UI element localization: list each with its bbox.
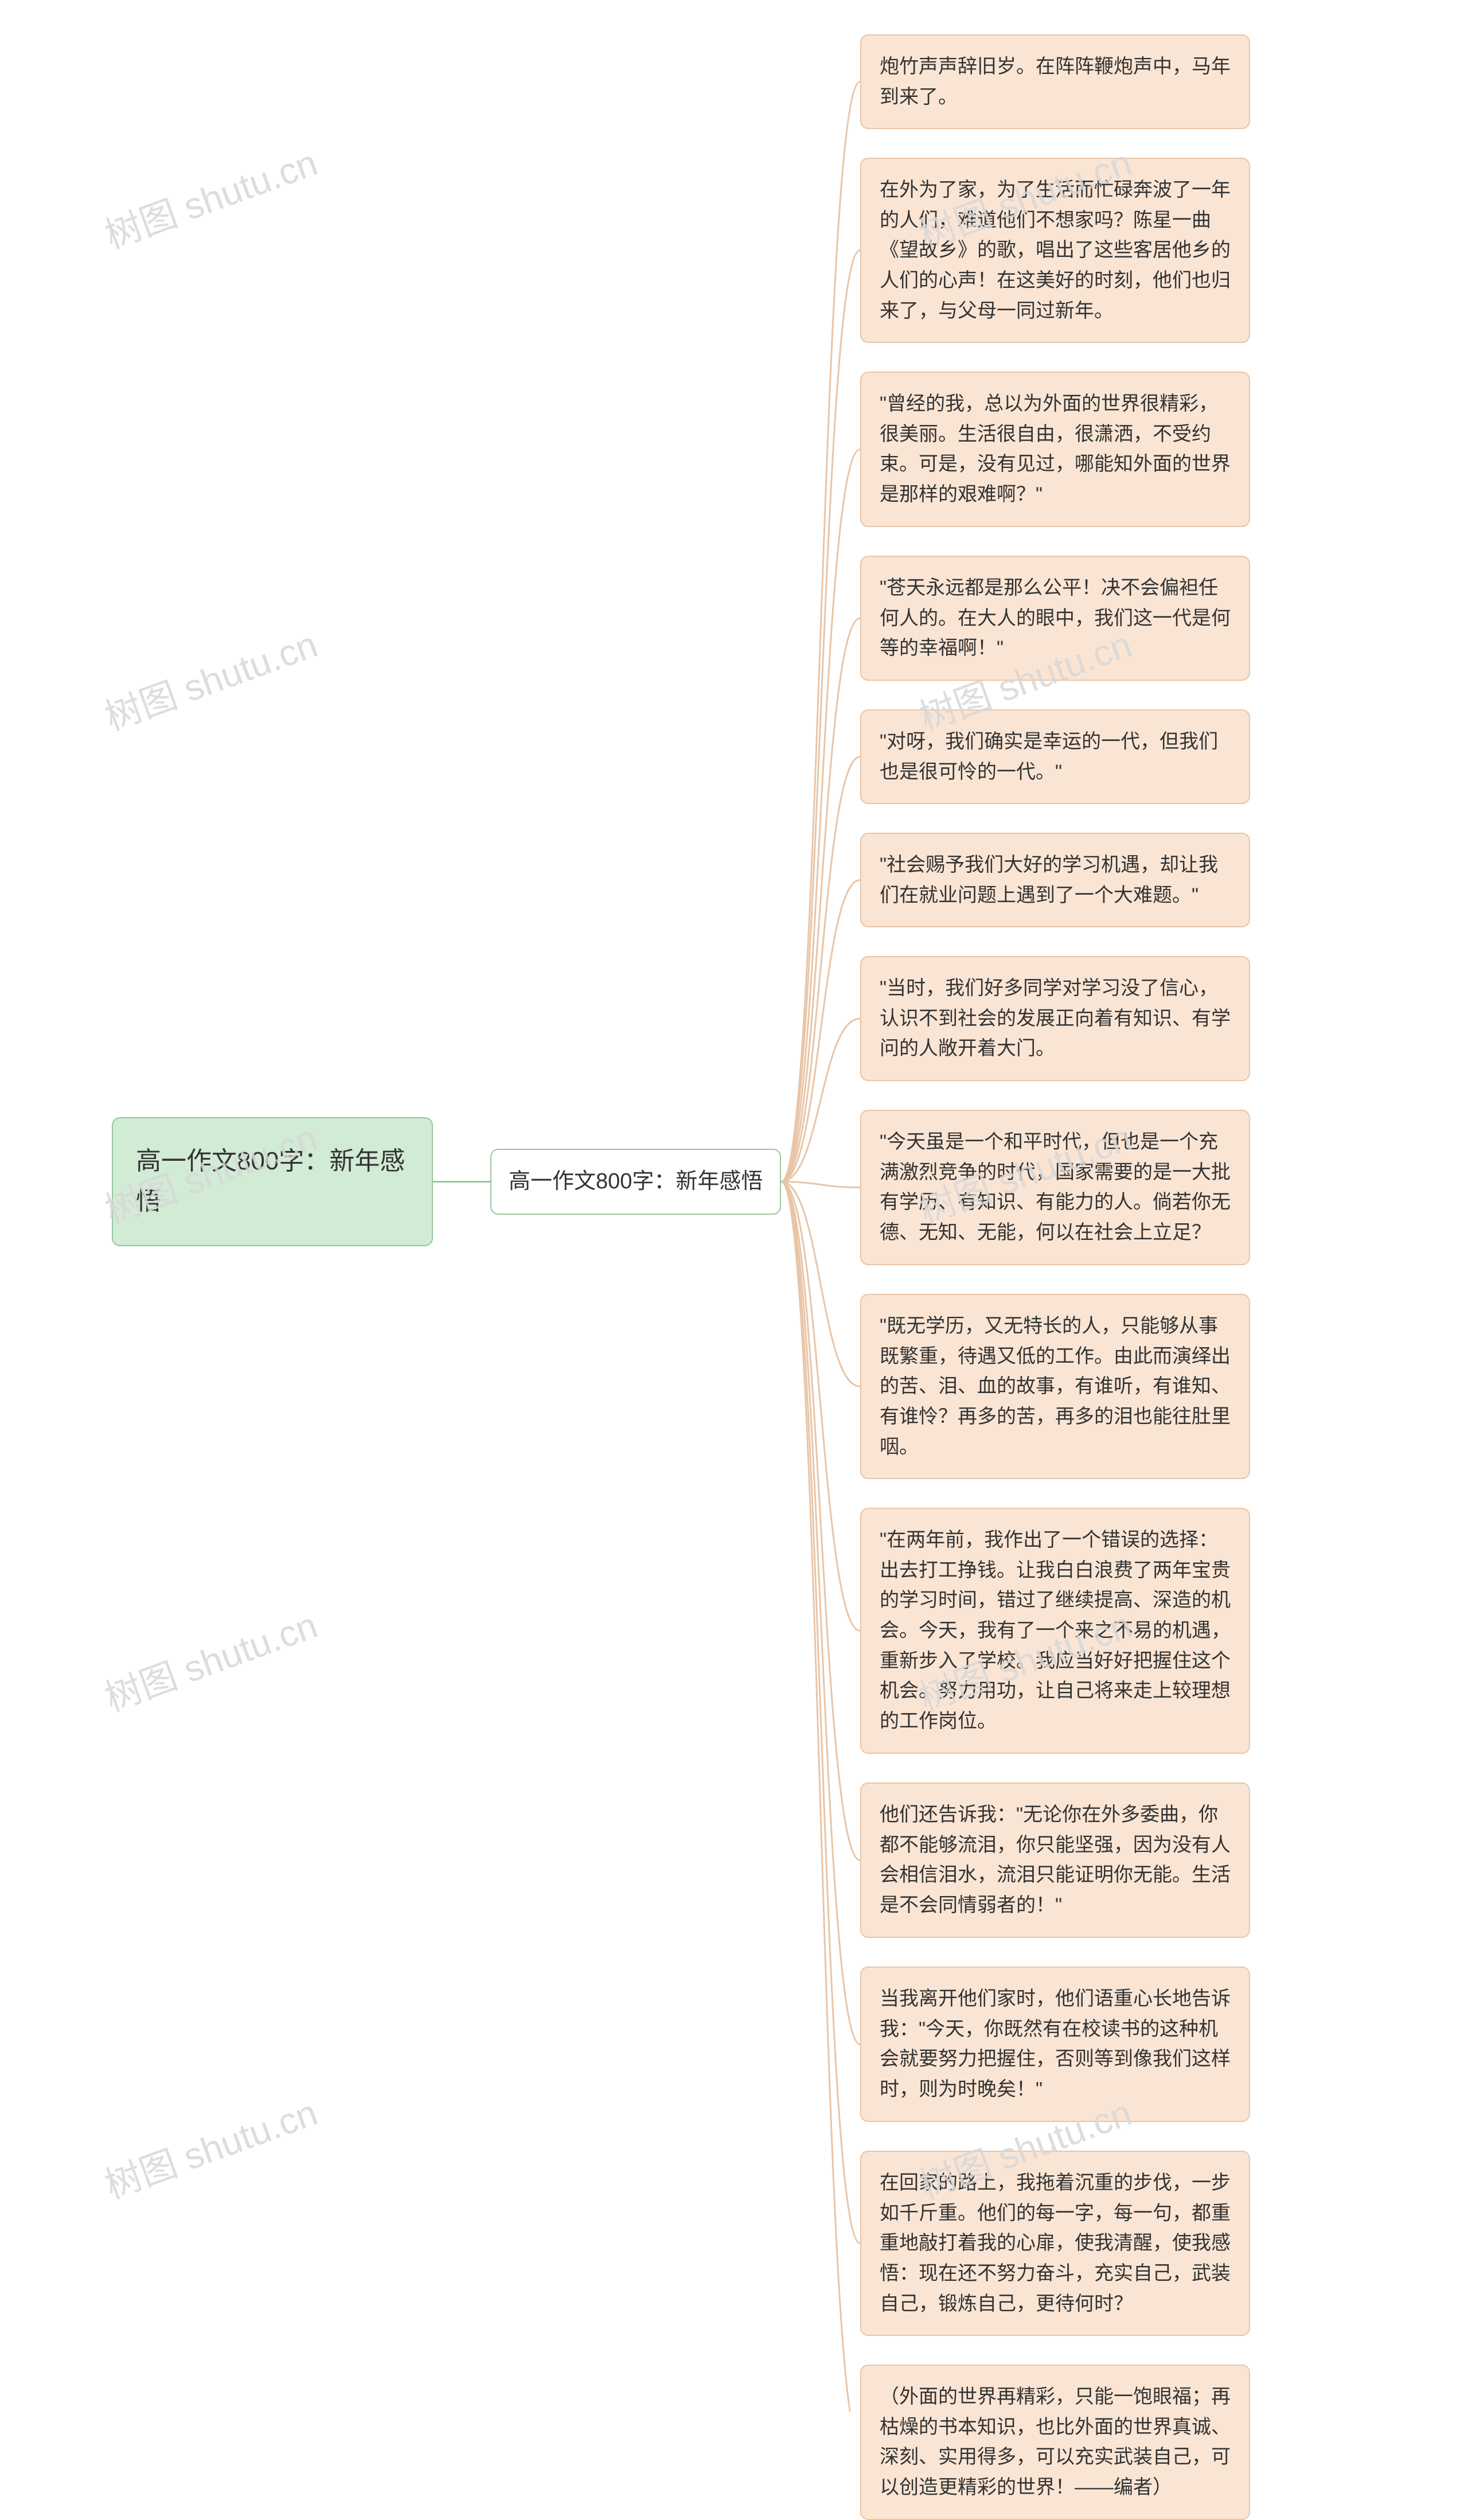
leaf-label: 炮竹声声辞旧岁。在阵阵鞭炮声中，马年到来了。 — [880, 56, 1231, 108]
leaf-label: 在回家的路上，我拖着沉重的步伐，一步如千斤重。他们的每一字，每一句，都重重地敲打… — [880, 2172, 1231, 2315]
leaf-label: 当我离开他们家时，他们语重心长地告诉我："今天，你既然有在校读书的这种机会就要努… — [880, 1988, 1231, 2100]
leaf-node[interactable]: （外面的世界再精彩，只能一饱眼福；再枯燥的书本知识，也比外面的世界真诚、深刻、实… — [860, 2365, 1250, 2520]
leaf-node[interactable]: 当我离开他们家时，他们语重心长地告诉我："今天，你既然有在校读书的这种机会就要努… — [860, 1967, 1250, 2122]
leaf-node[interactable]: 在回家的路上，我拖着沉重的步伐，一步如千斤重。他们的每一字，每一句，都重重地敲打… — [860, 2151, 1250, 2336]
leaf-label: "在两年前，我作出了一个错误的选择：出去打工挣钱。让我白白浪费了两年宝贵的学习时… — [880, 1529, 1231, 1732]
root-label: 高一作文800字：新年感悟 — [136, 1147, 405, 1215]
leaf-node[interactable]: 他们还告诉我："无论你在外多委曲，你都不能够流泪，你只能坚强，因为没有人会相信泪… — [860, 1782, 1250, 1938]
leaf-node[interactable]: "苍天永远都是那么公平！决不会偏袒任何人的。在大人的眼中，我们这一代是何等的幸福… — [860, 556, 1250, 681]
mid-label: 高一作文800字：新年感悟 — [509, 1169, 763, 1193]
leaf-node[interactable]: "在两年前，我作出了一个错误的选择：出去打工挣钱。让我白白浪费了两年宝贵的学习时… — [860, 1508, 1250, 1754]
leaf-label: "社会赐予我们大好的学习机遇，却让我们在就业问题上遇到了一个大难题。" — [880, 854, 1218, 906]
watermark: 树图 shutu.cn — [97, 2084, 324, 2209]
leaf-node[interactable]: "社会赐予我们大好的学习机遇，却让我们在就业问题上遇到了一个大难题。" — [860, 833, 1250, 927]
leaf-node[interactable]: 在外为了家，为了生活而忙碌奔波了一年的人们，难道他们不想家吗？陈星一曲《望故乡》… — [860, 158, 1250, 343]
watermark: 树图 shutu.cn — [97, 134, 324, 259]
leaf-node[interactable]: "当时，我们好多同学对学习没了信心，认识不到社会的发展正向着有知识、有学问的人敞… — [860, 956, 1250, 1081]
leaf-node[interactable]: 炮竹声声辞旧岁。在阵阵鞭炮声中，马年到来了。 — [860, 34, 1250, 129]
leaf-node[interactable]: "既无学历，又无特长的人，只能够从事既繁重，待遇又低的工作。由此而演绎出的苦、泪… — [860, 1294, 1250, 1479]
mindmap-canvas: 高一作文800字：新年感悟 高一作文800字：新年感悟 炮竹声声辞旧岁。在阵阵鞭… — [0, 0, 1468, 2412]
leaf-label: 在外为了家，为了生活而忙碌奔波了一年的人们，难道他们不想家吗？陈星一曲《望故乡》… — [880, 179, 1231, 322]
leaf-label: "当时，我们好多同学对学习没了信心，认识不到社会的发展正向着有知识、有学问的人敞… — [880, 977, 1231, 1059]
leaf-label: "苍天永远都是那么公平！决不会偏袒任何人的。在大人的眼中，我们这一代是何等的幸福… — [880, 577, 1231, 659]
leaf-label: "曾经的我，总以为外面的世界很精彩，很美丽。生活很自由，很潇洒，不受约束。可是，… — [880, 393, 1231, 505]
leaf-node[interactable]: "对呀，我们确实是幸运的一代，但我们也是很可怜的一代。" — [860, 709, 1250, 804]
watermark: 树图 shutu.cn — [97, 615, 324, 741]
mid-node[interactable]: 高一作文800字：新年感悟 — [490, 1149, 781, 1215]
leaf-label: "今天虽是一个和平时代，但也是一个充满激烈竞争的时代，国家需要的是一大批有学历、… — [880, 1131, 1231, 1243]
leaf-label: 他们还告诉我："无论你在外多委曲，你都不能够流泪，你只能坚强，因为没有人会相信泪… — [880, 1804, 1231, 1916]
leaf-node[interactable]: "曾经的我，总以为外面的世界很精彩，很美丽。生活很自由，很潇洒，不受约束。可是，… — [860, 372, 1250, 527]
leaf-node[interactable]: "今天虽是一个和平时代，但也是一个充满激烈竞争的时代，国家需要的是一大批有学历、… — [860, 1110, 1250, 1265]
leaf-label: （外面的世界再精彩，只能一饱眼福；再枯燥的书本知识，也比外面的世界真诚、深刻、实… — [880, 2386, 1231, 2498]
leaf-label: "既无学历，又无特长的人，只能够从事既繁重，待遇又低的工作。由此而演绎出的苦、泪… — [880, 1315, 1231, 1458]
leaf-label: "对呀，我们确实是幸运的一代，但我们也是很可怜的一代。" — [880, 731, 1218, 783]
root-node[interactable]: 高一作文800字：新年感悟 — [112, 1117, 433, 1246]
watermark: 树图 shutu.cn — [97, 1596, 324, 1722]
